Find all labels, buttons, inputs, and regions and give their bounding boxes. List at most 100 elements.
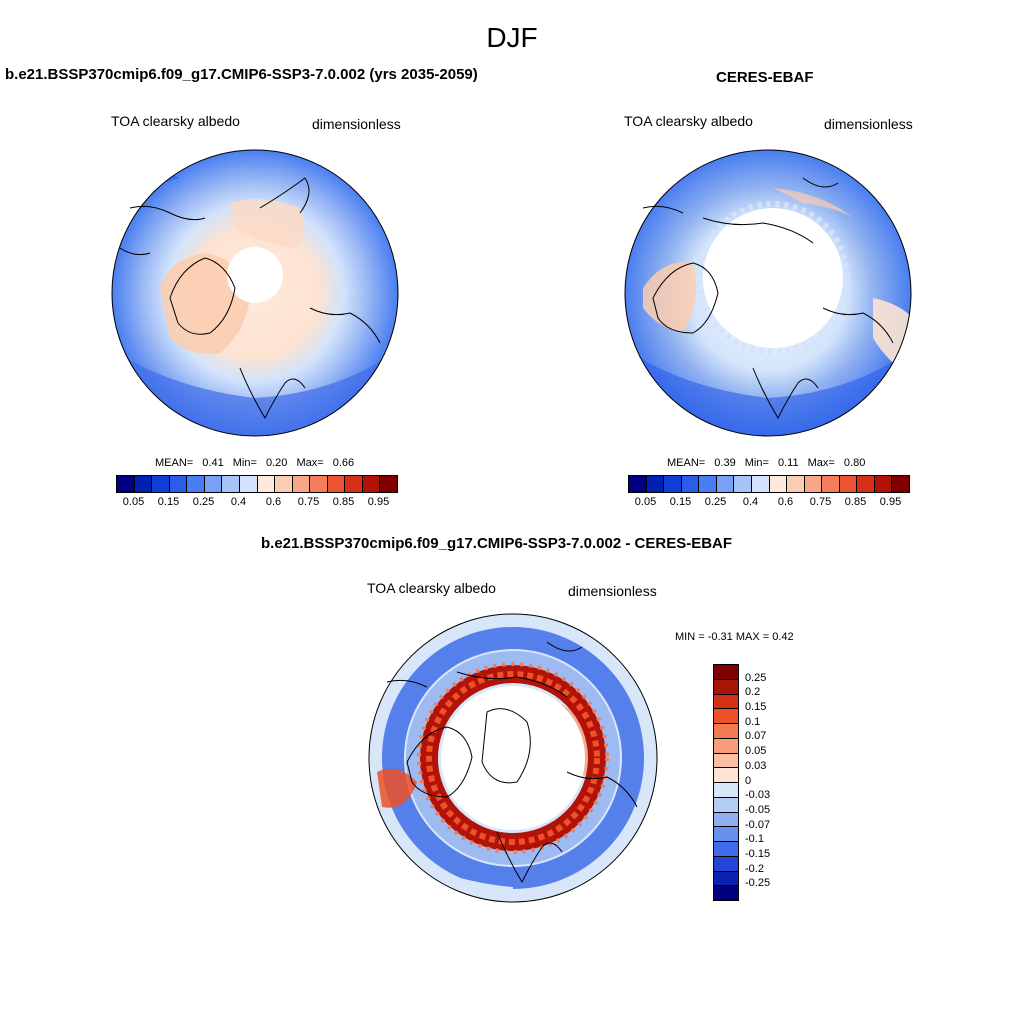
obs-colorbar-box [786, 476, 804, 492]
diff-colorbar-box [714, 826, 738, 841]
diff-colorbar-box [714, 811, 738, 827]
obs-colorbar-box [821, 476, 839, 492]
model-colorbar-box [379, 476, 397, 492]
model-colorbar-box [186, 476, 204, 492]
model-max-value: 0.66 [332, 457, 355, 469]
obs-colorbar-tick-label: 0.05 [634, 496, 657, 508]
model-colorbar-box [151, 476, 169, 492]
model-colorbar-tick-label: 0.6 [265, 496, 282, 508]
model-colorbar-box [203, 476, 222, 492]
diff-colorbar-box [714, 767, 738, 782]
model-units-label: dimensionless [312, 116, 401, 132]
obs-mean-label: MEAN= [667, 457, 706, 469]
model-mean-value: 0.41 [202, 457, 224, 469]
obs-colorbar-box [715, 476, 734, 492]
diff-colorbar-tick-label: -0.25 [745, 877, 771, 890]
obs-variable-label: TOA clearsky albedo [624, 113, 753, 129]
diff-colorbar-box [714, 708, 738, 723]
diff-colorbar-box [714, 841, 738, 856]
model-colorbar-box [117, 476, 134, 492]
obs-units-label: dimensionless [824, 116, 913, 132]
model-colorbar-tick-label: 0.85 [332, 496, 355, 508]
obs-map [624, 149, 912, 437]
obs-colorbar-tick-label: 0.85 [844, 496, 867, 508]
obs-colorbar-box [856, 476, 874, 492]
diff-colorbar-tick-label: 0 [745, 774, 752, 787]
model-colorbar-ticks: 0.05 0.15 0.25 0.4 0.6 0.75 0.85 0.95 [116, 496, 396, 510]
diff-colorbar-box [714, 693, 738, 709]
obs-colorbar-box [838, 476, 857, 492]
model-colorbar-box [168, 476, 187, 492]
model-panel-title: b.e21.BSSP370cmip6.f09_g17.CMIP6-SSP3-7.… [5, 66, 478, 83]
model-colorbar-tick-label: 0.15 [157, 496, 180, 508]
model-colorbar-box [309, 476, 327, 492]
model-colorbar-box [344, 476, 362, 492]
diff-colorbar-tick-label: -0.2 [745, 862, 764, 875]
diff-colorbar-box [714, 752, 738, 768]
diff-variable-label: TOA clearsky albedo [367, 580, 496, 596]
model-colorbar-box [256, 476, 275, 492]
obs-mean-value: 0.39 [714, 457, 736, 469]
obs-colorbar-box [873, 476, 892, 492]
model-colorbar-box [361, 476, 380, 492]
model-colorbar-box [221, 476, 239, 492]
obs-colorbar-tick-label: 0.15 [669, 496, 692, 508]
model-colorbar-tick-label: 0.4 [230, 496, 247, 508]
obs-panel-title: CERES-EBAF [716, 69, 814, 86]
model-colorbar-tick-label: 0.75 [297, 496, 320, 508]
diff-colorbar-box [714, 737, 738, 753]
obs-colorbar-box [803, 476, 822, 492]
diff-map [368, 613, 658, 903]
model-colorbar-tick-label: 0.25 [192, 496, 215, 508]
model-min-label: Min= [232, 457, 257, 469]
model-map [111, 149, 399, 437]
diff-colorbar-box [714, 723, 738, 738]
obs-colorbar-box [733, 476, 751, 492]
diff-colorbar-tick-label: -0.1 [745, 833, 764, 846]
diff-colorbar-box [714, 796, 738, 812]
model-max-label: Max= [296, 457, 324, 469]
diff-units-label: dimensionless [568, 583, 657, 599]
obs-stats: MEAN= 0.39 Min= 0.11 Max= 0.80 [667, 457, 865, 469]
diff-colorbar-tick-label: 0.25 [745, 671, 767, 684]
model-mean-label: MEAN= [155, 457, 194, 469]
obs-colorbar-box [680, 476, 699, 492]
obs-max-value: 0.80 [843, 457, 866, 469]
obs-colorbar [628, 475, 910, 493]
diff-colorbar-ticks: 0.25 0.2 0.15 0.1 0.07 0.05 0.03 0 -0.03 -0.05 -0.… [745, 664, 785, 899]
obs-colorbar-tick-label: 0.25 [704, 496, 727, 508]
obs-colorbar-box [663, 476, 681, 492]
obs-colorbar-box [768, 476, 787, 492]
model-min-value: 0.20 [265, 457, 288, 469]
diff-colorbar [713, 664, 739, 901]
diff-colorbar-tick-label: 0.2 [745, 686, 761, 699]
model-colorbar-box [238, 476, 257, 492]
diff-minmax: MIN = -0.31 MAX = 0.42 [675, 631, 794, 643]
diff-colorbar-tick-label: -0.05 [745, 803, 771, 816]
figure-title: DJF [486, 22, 538, 53]
diff-colorbar-box [714, 665, 738, 679]
model-colorbar-box [133, 476, 152, 492]
model-variable-label: TOA clearsky albedo [111, 113, 240, 129]
obs-colorbar-box [629, 476, 646, 492]
obs-colorbar-box [698, 476, 716, 492]
diff-colorbar-box [714, 782, 738, 797]
diff-colorbar-box [714, 885, 738, 900]
diff-colorbar-tick-label: 0.03 [745, 759, 767, 772]
diff-colorbar-tick-label: 0.15 [745, 701, 767, 714]
diff-colorbar-tick-label: -0.07 [745, 818, 771, 831]
obs-min-label: Min= [744, 457, 769, 469]
model-colorbar-tick-label: 0.05 [122, 496, 145, 508]
diff-colorbar-tick-label: 0.1 [745, 715, 761, 728]
obs-colorbar-tick-label: 0.75 [809, 496, 832, 508]
obs-colorbar-tick-label: 0.4 [742, 496, 759, 508]
obs-colorbar-tick-label: 0.95 [879, 496, 902, 508]
diff-colorbar-tick-label: 0.07 [745, 730, 767, 743]
diff-colorbar-tick-label: -0.15 [745, 847, 771, 860]
obs-max-label: Max= [807, 457, 835, 469]
diff-colorbar-box [714, 855, 738, 871]
model-colorbar [116, 475, 398, 493]
model-colorbar-box [326, 476, 345, 492]
model-colorbar-box [291, 476, 310, 492]
model-stats: MEAN= 0.41 Min= 0.20 Max= 0.66 [155, 457, 354, 469]
